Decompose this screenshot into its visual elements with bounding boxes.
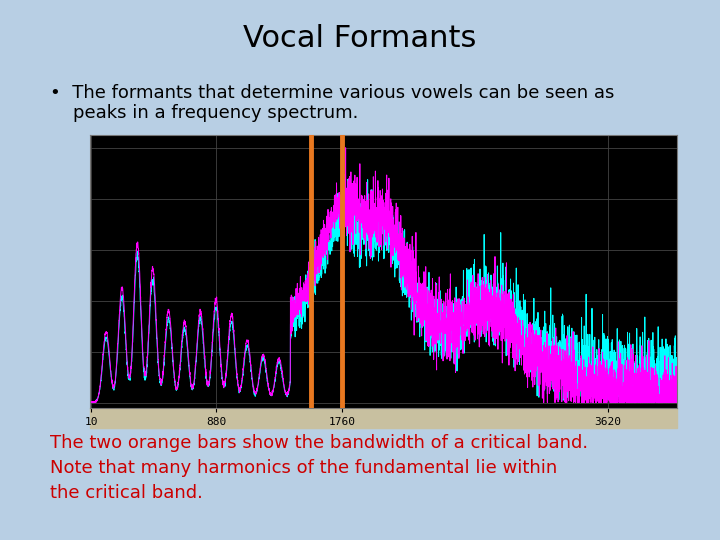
Text: Vocal Formants: Vocal Formants <box>243 24 477 53</box>
Text: •  The formants that determine various vowels can be seen as: • The formants that determine various vo… <box>50 84 615 102</box>
Text: The two orange bars show the bandwidth of a critical band.
Note that many harmon: The two orange bars show the bandwidth o… <box>50 434 588 502</box>
Text: peaks in a frequency spectrum.: peaks in a frequency spectrum. <box>50 104 359 122</box>
